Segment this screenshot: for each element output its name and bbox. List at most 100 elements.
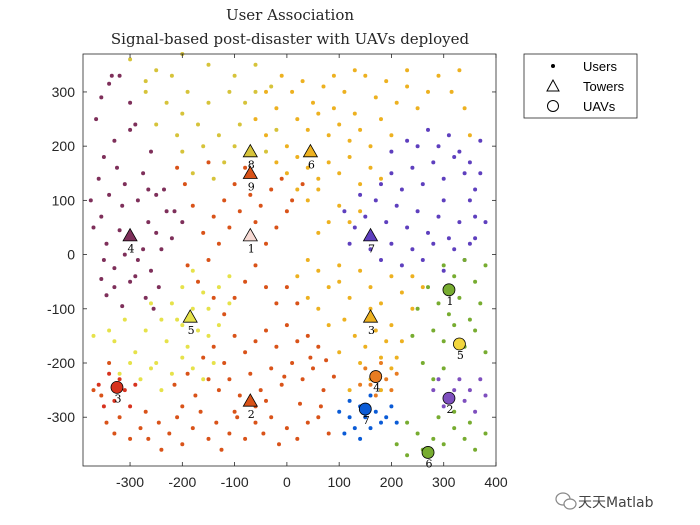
user-point xyxy=(405,84,410,89)
user-point xyxy=(196,122,200,127)
user-point xyxy=(290,198,295,203)
user-point xyxy=(410,247,415,252)
user-point xyxy=(227,89,232,94)
user-point xyxy=(222,312,227,317)
user-point xyxy=(347,241,352,246)
user-point xyxy=(337,122,342,127)
user-point xyxy=(436,144,441,149)
user-point xyxy=(478,301,483,306)
user-point xyxy=(253,263,258,268)
user-point xyxy=(135,258,140,262)
user-point xyxy=(467,317,472,322)
user-point xyxy=(274,301,279,306)
user-point xyxy=(185,263,190,268)
user-point xyxy=(196,279,200,284)
user-point xyxy=(133,382,138,387)
user-point xyxy=(133,274,138,279)
user-point xyxy=(347,138,352,143)
user-point xyxy=(452,274,457,279)
user-point xyxy=(264,285,268,290)
user-point xyxy=(358,182,363,187)
user-point xyxy=(154,361,159,365)
user-point xyxy=(253,62,258,67)
user-point xyxy=(389,323,394,328)
user-point xyxy=(284,323,289,328)
user-point xyxy=(431,328,436,333)
user-point xyxy=(180,111,185,116)
user-point xyxy=(373,95,378,100)
user-point xyxy=(379,420,383,425)
user-point xyxy=(107,371,112,376)
user-point xyxy=(282,374,287,379)
x-tick-label: 400 xyxy=(484,474,508,490)
user-point xyxy=(394,355,399,360)
user-point xyxy=(342,431,347,436)
user-point xyxy=(175,133,180,138)
user-point xyxy=(232,144,237,149)
uav-label: 5 xyxy=(457,349,464,362)
user-point xyxy=(211,344,216,349)
user-point xyxy=(222,198,227,203)
user-point xyxy=(190,268,195,273)
user-point xyxy=(384,415,389,420)
user-point xyxy=(308,355,313,360)
user-point xyxy=(146,436,151,441)
legend: Users Towers UAVs xyxy=(523,53,638,119)
user-point xyxy=(420,258,425,262)
user-point xyxy=(284,144,289,149)
x-tick-label: 200 xyxy=(380,474,404,490)
user-point xyxy=(284,209,289,214)
tower-marker xyxy=(242,143,258,158)
user-point xyxy=(331,73,336,78)
user-point xyxy=(379,182,383,187)
user-point xyxy=(101,155,106,159)
user-point xyxy=(149,268,153,273)
user-point xyxy=(467,160,472,165)
user-point xyxy=(117,228,122,233)
user-point xyxy=(128,100,133,105)
user-point xyxy=(232,333,237,338)
user-point xyxy=(109,73,114,78)
user-point xyxy=(253,117,258,122)
user-point xyxy=(180,404,185,409)
user-point xyxy=(347,155,352,159)
uav-marker xyxy=(369,370,383,383)
user-point xyxy=(326,160,331,165)
user-point xyxy=(164,100,169,105)
user-point xyxy=(261,431,266,436)
user-point xyxy=(342,209,347,214)
user-point xyxy=(206,306,211,311)
uav-marker xyxy=(442,283,456,297)
user-point xyxy=(120,203,125,208)
user-point xyxy=(420,285,425,290)
y-tick-label: -200 xyxy=(47,355,75,371)
user-point xyxy=(96,382,101,387)
user-point xyxy=(363,415,368,420)
user-point xyxy=(473,214,478,219)
user-point xyxy=(190,366,195,371)
user-point xyxy=(379,361,383,365)
user-point xyxy=(420,182,425,187)
user-point xyxy=(368,165,373,170)
user-point xyxy=(193,393,198,398)
user-point xyxy=(358,268,363,273)
user-point xyxy=(295,339,300,344)
user-point xyxy=(269,84,274,89)
user-point xyxy=(457,149,462,154)
user-point xyxy=(206,258,211,262)
user-point xyxy=(436,301,441,306)
uav-label: 6 xyxy=(426,457,433,470)
user-point xyxy=(138,426,143,431)
user-point xyxy=(337,263,342,268)
user-point xyxy=(159,388,164,393)
tower-label: 6 xyxy=(308,159,315,172)
user-point xyxy=(96,176,101,181)
user-point xyxy=(467,133,472,138)
user-point xyxy=(420,361,425,365)
user-point xyxy=(452,426,457,431)
user-point xyxy=(352,225,357,230)
user-point xyxy=(441,404,446,409)
user-point xyxy=(243,165,248,170)
user-point xyxy=(316,176,321,181)
user-point xyxy=(446,312,451,317)
